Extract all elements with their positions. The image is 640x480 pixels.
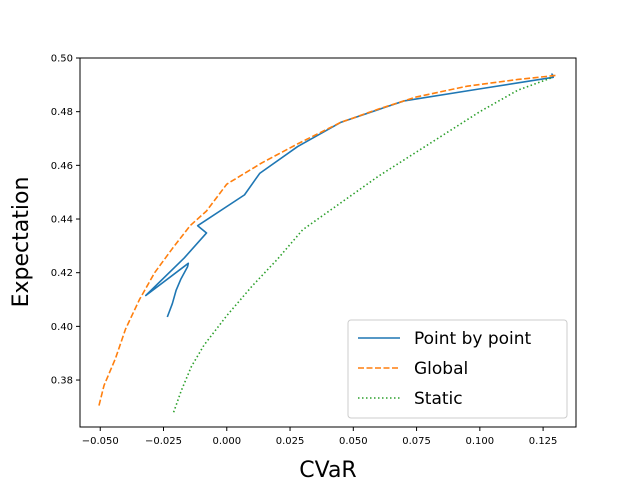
y-tick-label: 0.40 xyxy=(51,322,73,333)
legend-label: Point by point xyxy=(414,329,532,349)
legend-label: Global xyxy=(414,359,468,379)
series-line-global xyxy=(98,74,556,406)
x-tick-label: 0.000 xyxy=(212,436,241,447)
y-tick-label: 0.44 xyxy=(51,215,73,226)
x-axis-title: CVaR xyxy=(299,458,356,480)
legend-box xyxy=(347,319,568,419)
x-tick-label: 0.050 xyxy=(339,436,368,447)
x-axis: −0.050 −0.025 0.000 0.025 0.050 0.075 0.100 0.1… xyxy=(82,427,558,447)
y-tick-label: 0.42 xyxy=(51,268,73,279)
x-tick-label: 0.125 xyxy=(529,436,558,447)
x-tick-label: 0.025 xyxy=(276,436,305,447)
x-tick-label: 0.100 xyxy=(466,436,495,447)
x-tick-label: −0.025 xyxy=(145,436,182,447)
y-axis: 0.38 0.40 0.42 0.44 0.46 0.48 0.50 xyxy=(51,54,80,387)
series-line-point-by-point xyxy=(145,73,555,318)
legend: Point by point Global Static xyxy=(347,319,568,419)
y-tick-label: 0.46 xyxy=(51,161,73,172)
x-tick-label: −0.050 xyxy=(82,436,119,447)
plot-frame xyxy=(79,57,577,428)
series-line-static xyxy=(172,77,551,413)
y-tick-label: 0.38 xyxy=(51,376,73,387)
legend-label: Static xyxy=(414,389,463,409)
x-tick-label: 0.075 xyxy=(402,436,431,447)
y-tick-label: 0.48 xyxy=(51,107,73,118)
series-layer xyxy=(98,73,556,413)
y-axis-title: Expectation xyxy=(9,177,34,308)
y-tick-label: 0.50 xyxy=(51,54,73,65)
